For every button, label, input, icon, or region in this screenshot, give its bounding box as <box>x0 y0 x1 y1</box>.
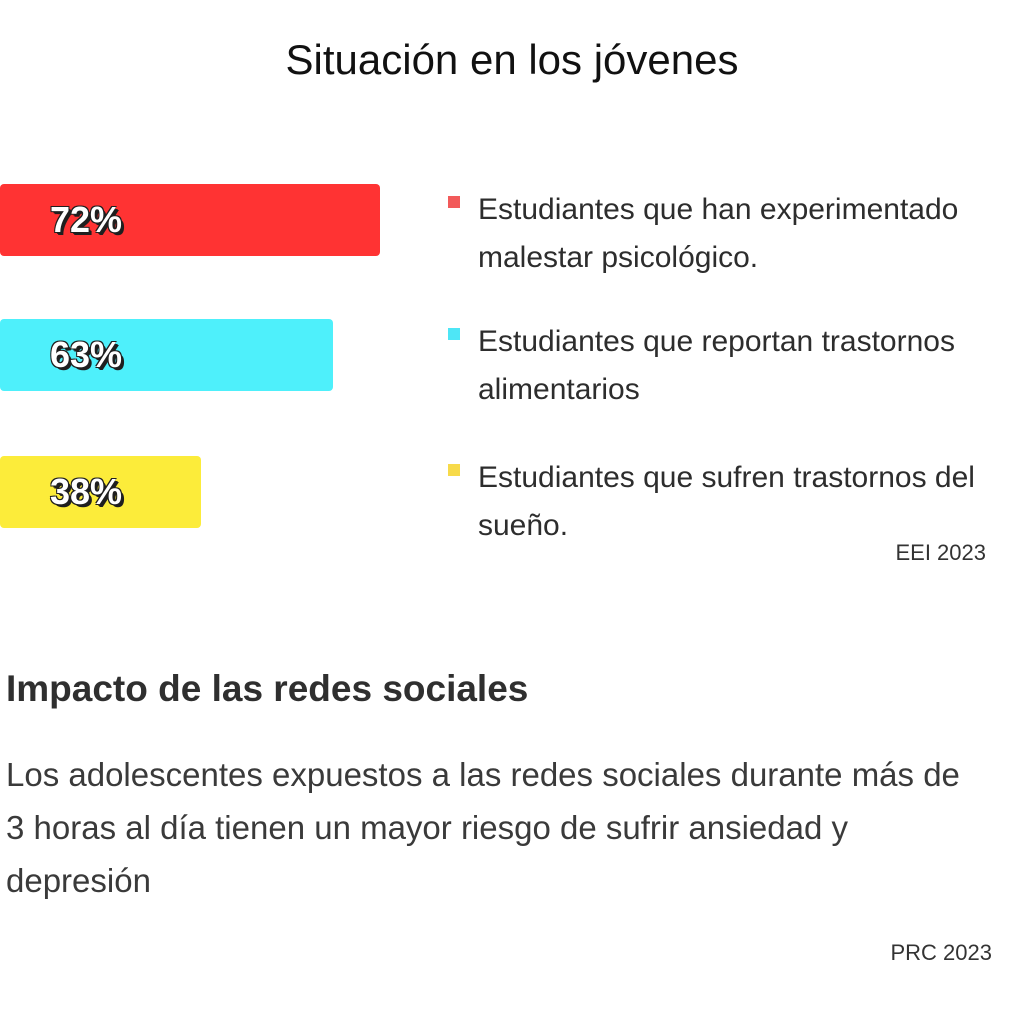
impact-heading: Impacto de las redes sociales <box>6 668 529 709</box>
chart-title: Situación en los jóvenes <box>285 36 739 83</box>
bar-value-label: 63% <box>50 334 123 375</box>
chart-source: EEI 2023 <box>895 540 986 565</box>
bar-value-label: 72% <box>50 199 123 240</box>
legend-swatch <box>448 464 460 476</box>
bar-value-label: 38% <box>50 471 123 512</box>
bar: 38% <box>0 456 201 528</box>
bar: 63% <box>0 319 333 391</box>
bar: 72% <box>0 184 380 256</box>
legend-label: Estudiantes que reportan trastornos alim… <box>478 325 955 406</box>
legend-swatch <box>448 328 460 340</box>
legend-label: Estudiantes que han experimentado malest… <box>478 193 959 274</box>
impact-source: PRC 2023 <box>890 940 992 965</box>
legend-label: Estudiantes que sufren trastornos del su… <box>478 461 975 542</box>
impact-text: Los adolescentes expuestos a las redes s… <box>6 756 960 899</box>
legend-swatch <box>448 196 460 208</box>
